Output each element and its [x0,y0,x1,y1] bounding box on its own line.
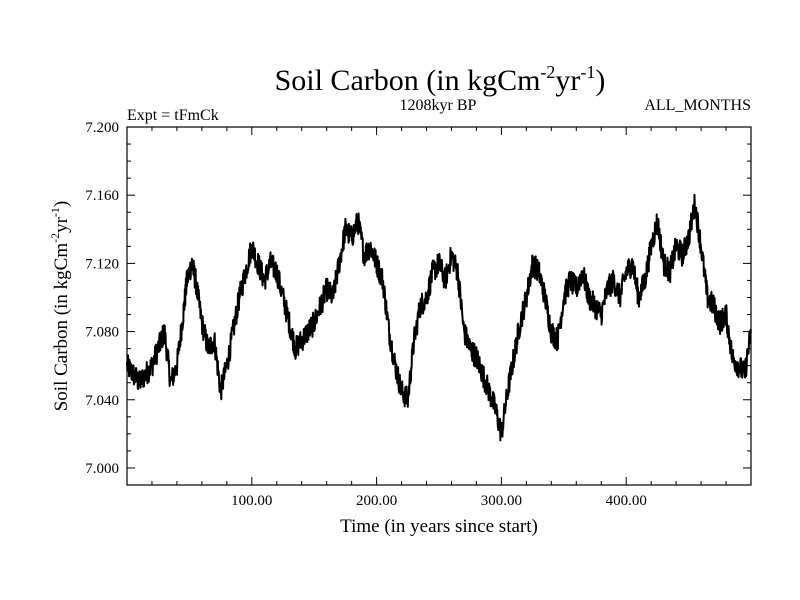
months-label: ALL_MONTHS [644,97,751,114]
x-tick-label: 100.00 [231,493,272,509]
chart-title-sup1: -2 [540,62,555,82]
y-tick-label: 7.040 [85,393,119,409]
x-axis-label: Time (in years since start) [340,516,538,537]
x-tick-label: 200.00 [356,493,397,509]
experiment-label: Expt = tFmCk [127,107,219,124]
y-tick-label: 7.000 [85,461,119,477]
y-axis-label-sup1: -2 [48,233,62,243]
y-axis-label-base: Soil Carbon (in kgCm [51,243,72,412]
chart-title: Soil Carbon (in kgCm-2yr-1) [275,62,606,97]
chart-title-base: Soil Carbon (in kgCm [275,64,541,97]
plot-frame [126,126,752,486]
y-axis-label-mid: yr [51,216,72,233]
x-tick-label: 300.00 [481,493,522,509]
series-line-soil-carbon [126,193,752,442]
chart-title-tail: ) [595,64,605,97]
x-axis-ticks: 100.00 200.00 300.00 400.00 [151,127,727,509]
y-tick-label: 7.120 [85,256,119,272]
chart-title-mid: yr [555,64,580,97]
y-axis-label-tail: ) [51,201,72,207]
y-tick-label: 7.160 [85,188,119,204]
y-axis-label-sup2: -1 [48,207,62,217]
y-tick-label: 7.080 [85,325,119,341]
chart-title-sup2: -1 [580,62,595,82]
period-label: 1208kyr BP [400,97,477,114]
x-tick-label: 400.00 [606,493,647,509]
y-axis-ticks: 7.000 7.040 7.080 7.120 7.160 7.200 [85,120,751,477]
y-tick-label: 7.200 [85,120,119,136]
series-group [126,193,752,442]
y-axis-label: Soil Carbon (in kgCm-2yr-1) [48,201,72,412]
